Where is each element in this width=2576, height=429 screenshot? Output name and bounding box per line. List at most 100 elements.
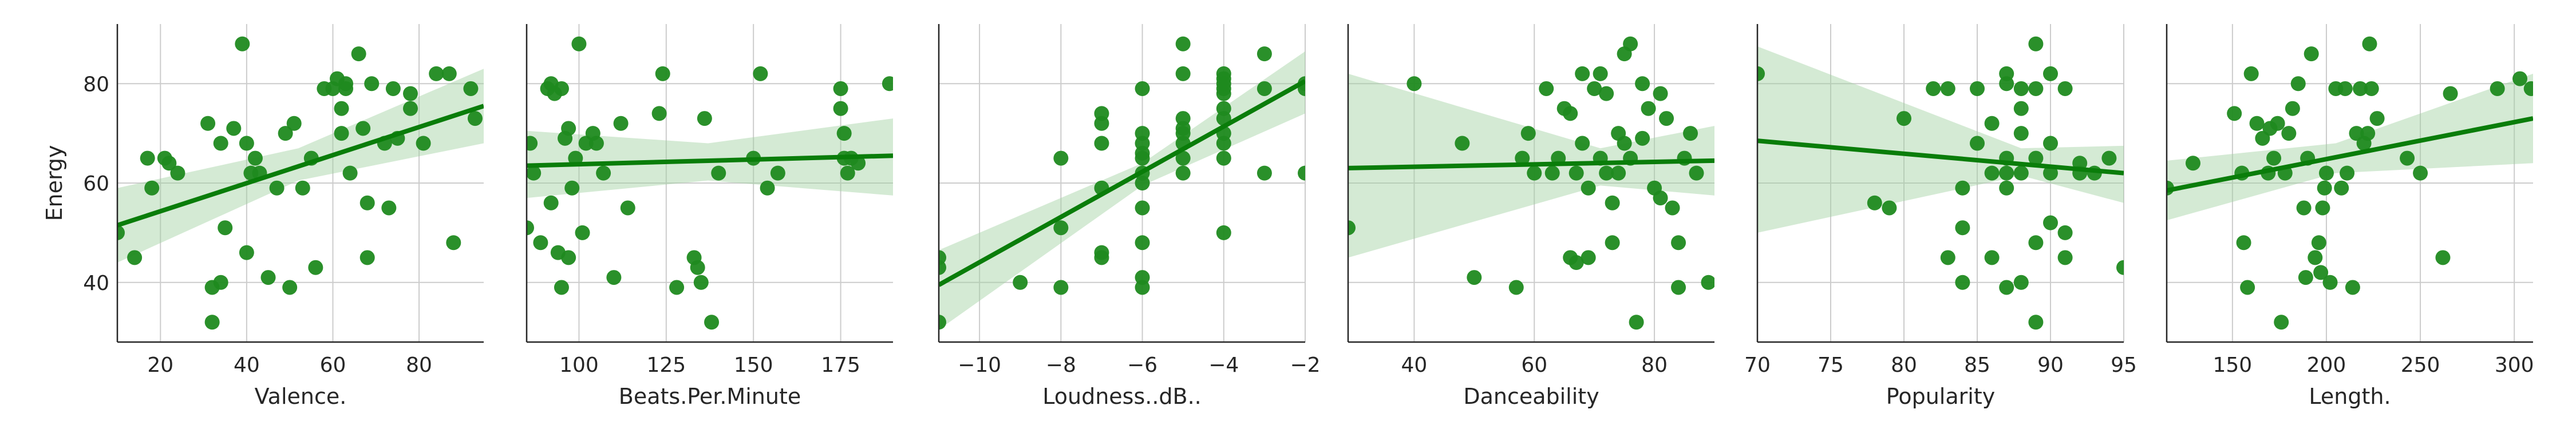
plot-area (1757, 36, 2124, 330)
data-point (351, 46, 366, 62)
data-point (2240, 280, 2255, 295)
data-point (1882, 200, 1897, 216)
data-point (1575, 66, 1590, 81)
data-point (1216, 136, 1231, 151)
data-point (1053, 150, 1069, 166)
data-point (2318, 165, 2334, 181)
data-point (1653, 190, 1668, 206)
data-point (2043, 215, 2058, 231)
data-point (2013, 81, 2029, 96)
data-point (1653, 86, 1668, 101)
data-point (1539, 81, 1554, 96)
data-point (1348, 220, 1356, 236)
data-point (2101, 150, 2117, 166)
data-point (2353, 81, 2368, 96)
data-point (2266, 150, 2282, 166)
data-point (1867, 195, 1882, 210)
x-tick-label: −2 (1290, 353, 1320, 377)
plot-area (2167, 36, 2533, 330)
x-tick-label: 150 (2213, 353, 2253, 377)
data-point (161, 156, 177, 171)
data-point (235, 36, 250, 51)
x-axis-label: Valence. (255, 384, 347, 409)
data-point (2443, 86, 2458, 101)
data-point (1970, 81, 1985, 96)
data-point (1257, 81, 1272, 96)
data-point (1568, 255, 1584, 270)
data-point (446, 235, 461, 251)
data-point (1955, 180, 1970, 196)
data-point (1135, 81, 1150, 96)
data-point (1587, 81, 1602, 96)
data-point (170, 165, 185, 181)
data-point (2340, 165, 2355, 181)
data-point (2043, 165, 2058, 181)
data-point (655, 66, 670, 81)
facet-6: 150 200 250 300 Length. (2166, 24, 2534, 409)
regression-line (2167, 116, 2533, 193)
data-point (1094, 116, 1109, 131)
data-point (269, 180, 285, 196)
data-point (571, 36, 587, 51)
data-point (836, 126, 852, 141)
data-point (1635, 76, 1650, 92)
data-point (2285, 101, 2300, 116)
data-point (527, 136, 538, 151)
data-point (2490, 81, 2505, 96)
data-point (1527, 165, 1542, 181)
data-point (218, 220, 233, 236)
data-point (882, 76, 893, 92)
x-axis-label: Popularity (1886, 384, 1995, 409)
data-point (2028, 81, 2044, 96)
data-point (226, 121, 242, 136)
y-tick-label: 40 (83, 272, 109, 295)
data-point (295, 180, 310, 196)
data-point (753, 66, 768, 81)
data-point (2334, 180, 2349, 196)
data-point (1053, 220, 1069, 236)
data-point (564, 180, 580, 196)
data-point (704, 315, 720, 330)
confidence-band (2167, 73, 2533, 221)
plot-area (1348, 36, 1714, 330)
data-point (1257, 46, 1272, 62)
x-axis-label: Beats.Per.Minute (619, 384, 801, 409)
y-tick-label: 80 (83, 73, 109, 96)
data-point (2304, 46, 2319, 62)
data-point (359, 250, 375, 265)
x-tick-label: 80 (1641, 353, 1668, 377)
x-axis-label: Loudness..dB.. (1042, 384, 1202, 409)
data-point (1984, 116, 2000, 131)
data-point (239, 245, 254, 260)
x-tick-label: 20 (147, 353, 173, 377)
data-point (1659, 111, 1674, 126)
x-tick-label: 70 (1744, 353, 1771, 377)
data-point (1094, 250, 1109, 265)
data-point (1955, 275, 1970, 290)
x-tick-label: 95 (2111, 353, 2137, 377)
data-point (2057, 250, 2073, 265)
data-point (851, 156, 866, 171)
data-point (278, 126, 293, 141)
data-point (833, 101, 848, 116)
data-point (527, 220, 534, 236)
data-point (1135, 176, 1150, 190)
data-point (1665, 200, 1680, 216)
x-tick-label: 60 (1521, 353, 1547, 377)
y-tick-label: 60 (83, 172, 109, 196)
data-point (554, 81, 569, 96)
data-point (1175, 165, 1191, 181)
x-tick-label: 300 (2495, 353, 2534, 377)
data-point (1593, 66, 1608, 81)
data-point (561, 250, 576, 265)
data-point (2337, 81, 2353, 96)
data-point (1611, 165, 1626, 181)
data-point (2236, 235, 2251, 251)
x-tick-label: 150 (734, 353, 773, 377)
data-point (561, 121, 576, 136)
x-axis-label: Length. (2309, 384, 2391, 409)
data-point (2311, 235, 2326, 251)
data-point (204, 315, 220, 330)
regression-line (117, 104, 484, 228)
data-point (308, 260, 323, 275)
